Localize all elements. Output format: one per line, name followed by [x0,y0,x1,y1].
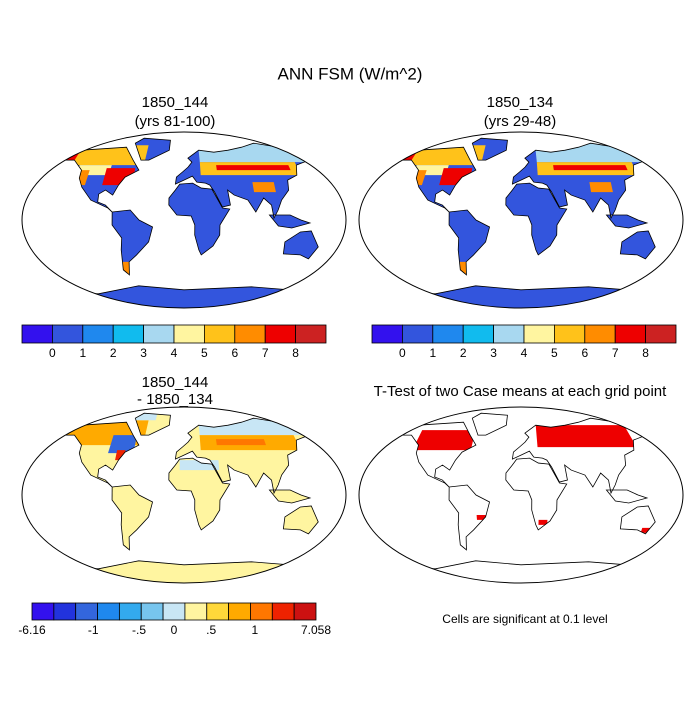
coastline [52,412,322,583]
shaded-region [535,425,637,448]
shaded-region [197,142,321,163]
colorbar-label: 2 [460,346,467,360]
map-border [358,131,684,309]
shaded-region [439,168,473,186]
colorbar-label: 0 [399,346,406,360]
shaded-region [252,182,276,193]
colorbar-box [118,602,142,621]
colorbar-box [53,602,77,621]
map-border [21,131,347,309]
colorbar-box [143,324,175,344]
colorbar-label: 8 [642,346,649,360]
colorbar-label: 2 [110,346,117,360]
colorbar-label: 0 [171,623,178,637]
colorbar-box [645,324,677,344]
colorbar-box [228,602,251,621]
colorbar-box [493,324,525,344]
panel-title: (yrs 81-100) [135,113,216,130]
panel-title: 1850_144 [142,374,209,391]
shaded-region [589,182,613,193]
colorbar-box [203,324,236,344]
map [389,412,659,583]
colorbar-box [162,602,186,621]
colorbar-box [462,324,495,344]
colorbar-box [523,324,555,344]
colorbar-box [97,602,120,621]
overlay [412,425,651,533]
shaded-region [108,435,138,454]
colorbar-label: 7 [612,346,619,360]
panel-title: - 1850_134 [137,391,213,408]
shaded-region [553,165,628,171]
map [52,412,322,583]
colorbar-label: 6 [581,346,588,360]
colorbar-label: -6.16 [18,623,46,637]
colorbar-box [234,324,266,344]
colorbar-box [614,324,647,344]
coastline [52,137,322,308]
colorbar-label: 6 [231,346,238,360]
colorbar-box [432,324,464,344]
colorbar-label: 4 [521,346,528,360]
colorbar-box [82,324,114,344]
colorbar-label: 3 [490,346,497,360]
shaded-region [534,142,658,163]
colorbar-box [75,602,98,621]
shaded-region [197,417,321,436]
colorbar-label: 1 [79,346,86,360]
shaded-region [538,519,548,525]
colorbar-box [112,324,144,344]
colorbar-label: 1 [429,346,436,360]
colorbar-label: -.5 [132,623,146,637]
map-border [21,406,347,584]
colorbar-label: 8 [292,346,299,360]
colorbar-box [206,602,230,621]
shaded-region [102,168,136,186]
colorbar-label: 7.058 [301,623,331,637]
colorbar-box [173,324,205,344]
colorbar-box [52,324,84,344]
colorbar-box [21,324,53,344]
map [52,137,322,308]
colorbar-box [584,324,616,344]
colorbar-box [271,602,295,621]
map-border [358,406,684,584]
colorbar-box [295,324,327,344]
panel-title: T-Test of two Case means at each grid po… [374,383,667,400]
panel-title: (yrs 29-48) [484,113,557,130]
colorbar-box [140,602,164,621]
colorbar-label: 7 [262,346,269,360]
shaded-region [216,165,291,171]
colorbar-box [184,602,208,621]
panel-title: 1850_134 [487,94,554,111]
figure-title: ANN FSM (W/m^2) [278,64,423,83]
colorbar-label: 1 [251,623,258,637]
colorbar-label: -1 [88,623,99,637]
shaded-region [476,514,486,520]
coastline [389,137,659,308]
map [389,137,659,308]
colorbar-box [31,602,55,621]
colorbar-label: 5 [551,346,558,360]
colorbar-box [371,324,403,344]
colorbar-box [250,602,273,621]
colorbar-label: 4 [171,346,178,360]
panel-title: 1850_144 [142,94,209,111]
shaded-region [215,439,267,446]
panel-note: Cells are significant at 0.1 level [442,612,607,626]
colorbar-box [401,324,434,344]
colorbar-label: 0 [49,346,56,360]
colorbar-label: 3 [140,346,147,360]
land [390,413,658,583]
colorbar-label: 5 [201,346,208,360]
colorbar-box [554,324,586,344]
colorbar-box [293,602,317,621]
coastline [389,412,659,583]
colorbar-box [264,324,297,344]
colorbar-label: .5 [206,623,216,637]
shaded-region [412,430,476,451]
